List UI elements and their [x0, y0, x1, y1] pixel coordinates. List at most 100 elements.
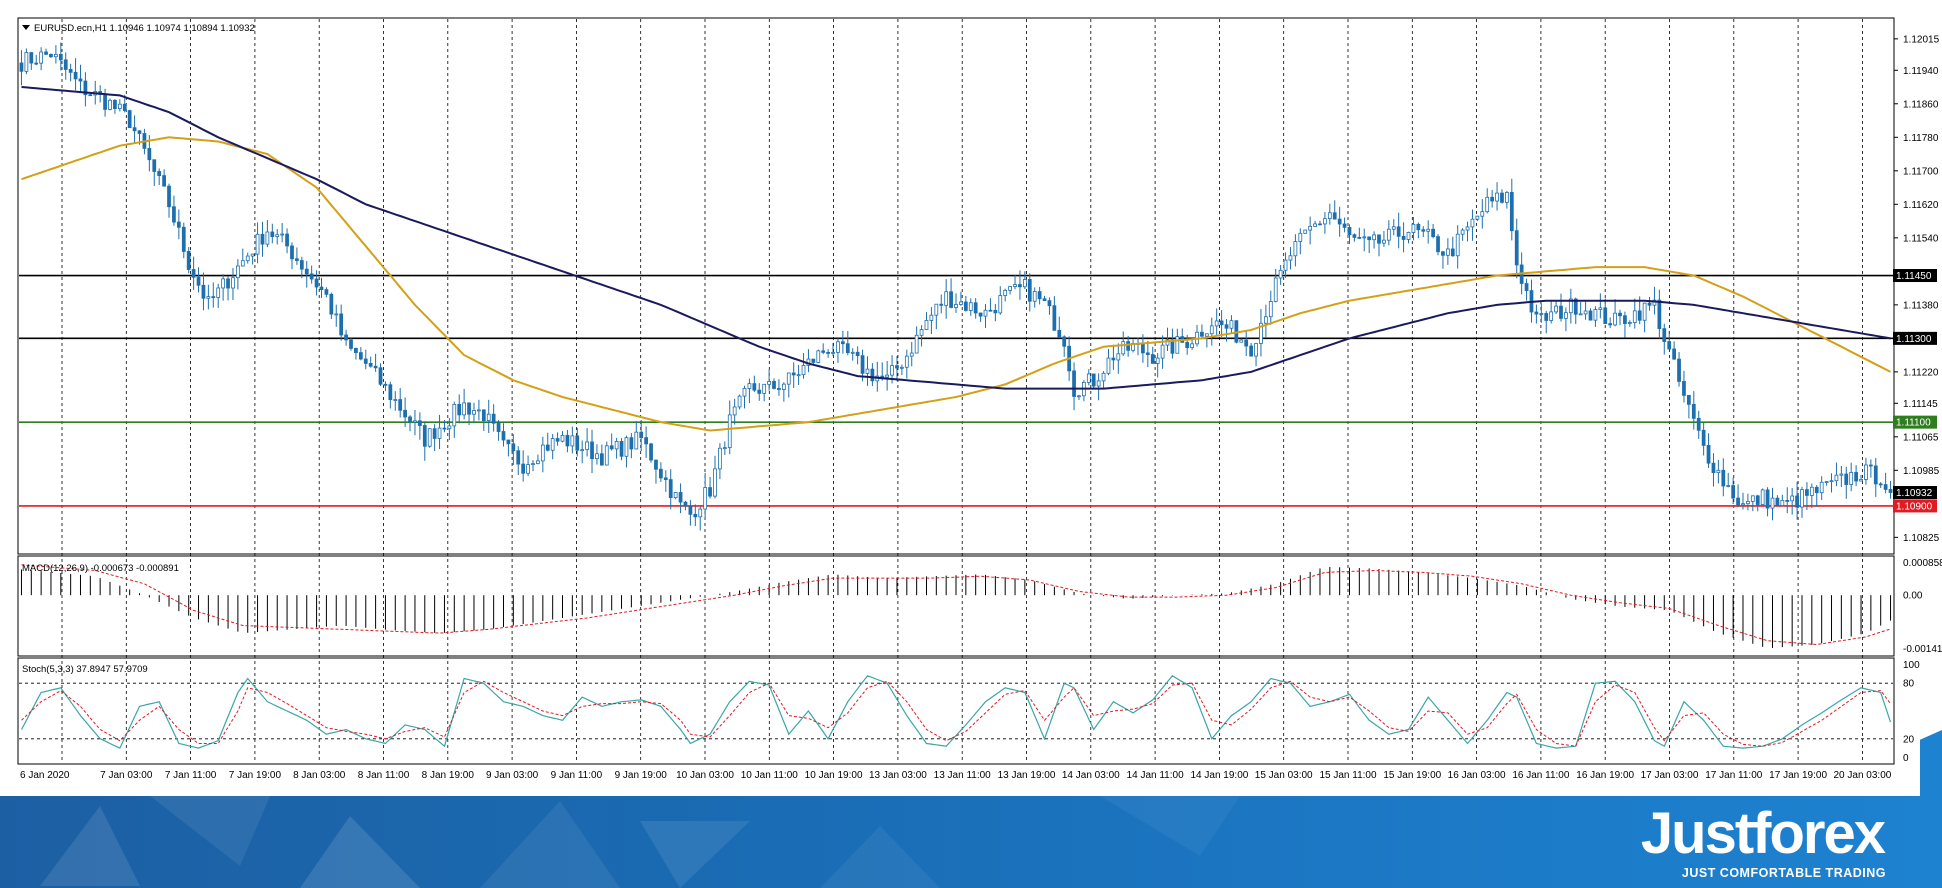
candle-bear: [309, 273, 314, 280]
candle-bear: [329, 293, 334, 315]
candle-bear: [1042, 298, 1047, 302]
candle-bull: [255, 233, 260, 255]
candle-bull: [1593, 309, 1598, 321]
candle-bear: [344, 334, 348, 341]
candle-bull: [1505, 192, 1509, 203]
candle-bear: [103, 94, 107, 110]
candle-bull: [1406, 232, 1411, 240]
time-tick-label: 17 Jan 11:00: [1705, 770, 1763, 781]
candle-bear: [157, 171, 162, 177]
candle-bull: [1254, 343, 1258, 357]
price-tick-label: 1.11620: [1903, 200, 1939, 211]
candle-bear: [1436, 236, 1440, 253]
candle-bear: [649, 443, 653, 461]
candle-bull: [1824, 481, 1829, 483]
candle-bull: [117, 103, 122, 109]
candle-bull: [1726, 485, 1731, 487]
candle-bear: [1544, 313, 1549, 321]
candle-bull: [1003, 289, 1008, 296]
candle-bear: [629, 437, 634, 450]
candle-bull: [1106, 357, 1111, 374]
chart-menu-arrow-icon[interactable]: [22, 25, 30, 30]
vertical-grid: [61, 19, 1863, 763]
price-level-tag: [1893, 331, 1937, 345]
candle-bear: [1711, 462, 1716, 474]
candle-bear: [442, 427, 447, 430]
candle-bear: [270, 231, 275, 237]
candle-bull: [1229, 320, 1234, 329]
time-tick-label: 9 Jan 11:00: [551, 770, 603, 781]
macd-tick-label: 0.00: [1903, 591, 1923, 602]
time-tick-label: 20 Jan 03:00: [1833, 770, 1891, 781]
candle-bull: [1263, 316, 1268, 324]
candle-bull: [526, 464, 530, 474]
macd-label: MACD(12,26,9) -0.000673 -0.000891: [22, 563, 179, 574]
candle-bear: [1377, 234, 1381, 244]
price-level-label: 1.11450: [1896, 271, 1932, 282]
candle-bull: [427, 428, 432, 447]
macd-pane-frame: [17, 555, 1895, 657]
candle-bear: [1244, 339, 1249, 347]
candle-bear: [1318, 223, 1322, 226]
candle-bear: [599, 453, 604, 466]
candle-bear: [1141, 343, 1145, 354]
candle-bear: [1677, 358, 1681, 382]
candle-bear: [88, 94, 93, 97]
candle-bear: [506, 439, 511, 445]
stoch-signal-line: [21, 680, 1891, 747]
candle-bull: [944, 291, 949, 306]
time-tick-label: 10 Jan 11:00: [741, 770, 799, 781]
candle-bull: [801, 364, 806, 376]
candle-bull: [1475, 215, 1480, 220]
candle-bull: [1008, 286, 1012, 291]
candle-bull: [919, 329, 924, 336]
candle-bear: [978, 312, 983, 317]
candle-bull: [1411, 223, 1416, 233]
stoch-axis: 100 80 20 0: [1903, 660, 1920, 764]
candle-bear: [73, 71, 78, 80]
candle-bear: [1062, 336, 1067, 347]
candle-bear: [1878, 483, 1883, 486]
candle-bull: [1746, 500, 1750, 505]
candle-bull: [1445, 248, 1450, 256]
candle-bear: [1057, 329, 1062, 338]
stoch-tick-label: 80: [1903, 679, 1915, 690]
candle-bear: [521, 463, 526, 474]
candle-bull: [1864, 464, 1868, 480]
stoch-tick-label: 0: [1903, 753, 1909, 764]
candle-bear: [457, 404, 462, 416]
candle-bear: [1219, 320, 1224, 326]
candle-bull: [1022, 279, 1027, 288]
moving-average-slow: [21, 86, 1891, 390]
candle-bear: [678, 492, 683, 503]
candle-bear: [1883, 484, 1888, 490]
candle-bear: [1150, 354, 1155, 364]
time-tick-label: 7 Jan 11:00: [165, 770, 217, 781]
corner-decoration: [1920, 730, 1942, 800]
candle-bear: [349, 339, 353, 349]
trading-chart[interactable]: 1.11450 1.11300 1.11100 1.10900 1.12015 1.11…: [0, 0, 1942, 796]
candle-bear: [1514, 230, 1519, 266]
candle-bear: [1500, 192, 1504, 203]
time-tick-label: 7 Jan 19:00: [229, 770, 282, 781]
candle-bear: [290, 245, 294, 260]
candle-bear: [196, 276, 201, 286]
candle-bull: [836, 341, 840, 353]
time-tick-label: 15 Jan 03:00: [1255, 770, 1313, 781]
candle-bear: [590, 441, 594, 460]
candle-bull: [265, 231, 270, 245]
candle-bull: [900, 366, 904, 369]
candle-bear: [1721, 469, 1726, 487]
candle-bull: [216, 287, 221, 298]
candle-bear: [58, 53, 63, 61]
candle-bear: [152, 159, 157, 172]
candle-bear: [988, 309, 993, 312]
candle-bear: [132, 127, 137, 132]
candle-bull: [1741, 503, 1745, 506]
time-tick-label: 10 Jan 03:00: [676, 770, 734, 781]
candle-bear: [644, 437, 649, 445]
candle-bear: [501, 431, 506, 441]
candle-bull: [1323, 218, 1327, 225]
time-tick-label: 9 Jan 19:00: [615, 770, 668, 781]
brand-tagline: JUST COMFORTABLE TRADING: [1681, 866, 1886, 880]
